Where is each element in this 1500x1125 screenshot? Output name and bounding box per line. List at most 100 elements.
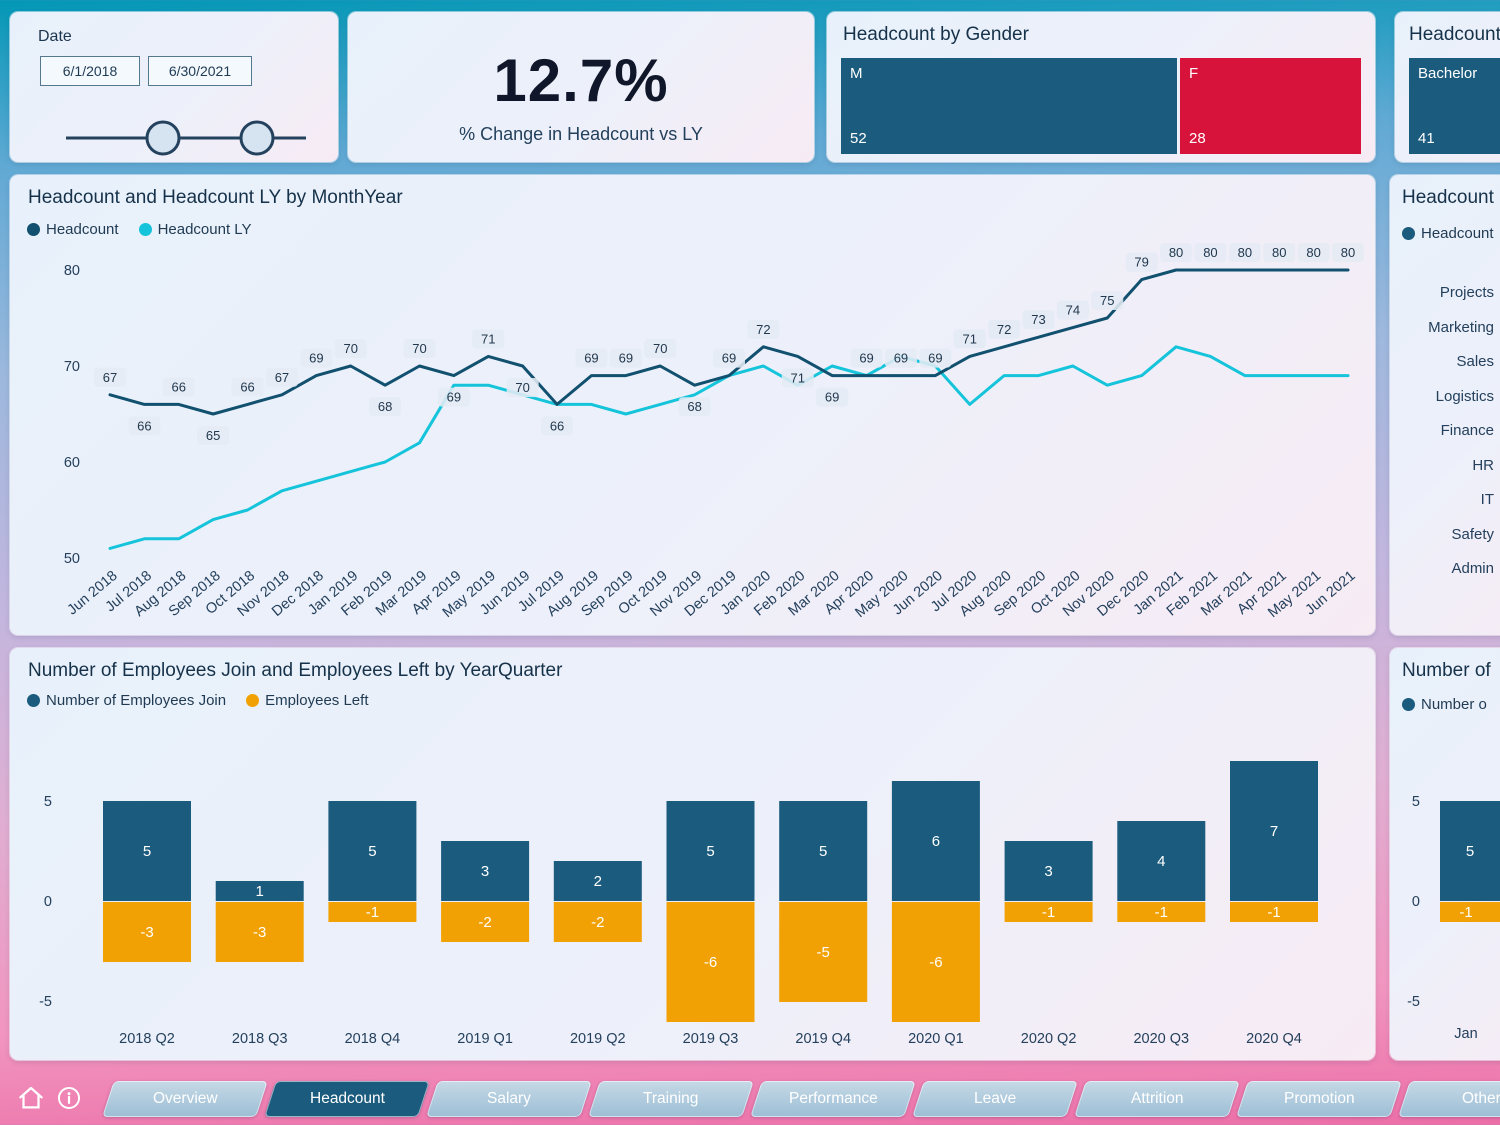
dept-label-it[interactable]: IT [1480, 491, 1494, 508]
join-bar[interactable] [103, 801, 191, 901]
mini-legend: Number o [1402, 696, 1487, 713]
svg-text:6: 6 [932, 833, 940, 850]
segment-bachelor[interactable]: Bachelor 41 [1409, 58, 1500, 154]
tab-salary[interactable]: Salary [426, 1081, 592, 1117]
svg-text:5: 5 [368, 843, 376, 860]
left-bar[interactable] [103, 902, 191, 962]
legend-join-label: Number of Employees Join [46, 692, 227, 709]
legend-mini-join[interactable]: Number o [1402, 696, 1487, 713]
legend-headcount-ly[interactable]: Headcount LY [138, 221, 252, 238]
legend-headcount[interactable]: Headcount [27, 221, 119, 238]
svg-text:67: 67 [103, 370, 117, 385]
svg-text:74: 74 [1066, 303, 1080, 318]
slider-handle-end[interactable] [239, 120, 275, 156]
headcount-line[interactable] [108, 268, 1350, 416]
dept-label-sales[interactable]: Sales [1456, 353, 1494, 370]
data-label: 80 [1297, 243, 1330, 262]
education-card: Headcount Bachelor 41 [1395, 12, 1500, 162]
left-bar[interactable] [1117, 902, 1206, 922]
svg-text:5: 5 [143, 843, 151, 860]
legend-join[interactable]: Number of Employees Join [27, 692, 226, 709]
join-bar[interactable] [1440, 801, 1500, 901]
left-bar[interactable] [666, 902, 755, 1022]
legend-left[interactable]: Employees Left [246, 692, 368, 709]
join-bar[interactable] [441, 841, 530, 901]
join-bar[interactable] [328, 801, 417, 901]
nav-tabs: Overview Headcount Salary Training Performan… [102, 1081, 1500, 1117]
svg-text:7: 7 [1270, 823, 1278, 840]
dept-label-logistics[interactable]: Logistics [1435, 387, 1494, 405]
tab-leave[interactable]: Leave [912, 1081, 1078, 1117]
info-icon[interactable] [55, 1084, 83, 1112]
svg-text:69: 69 [859, 351, 873, 366]
dept-label-hr[interactable]: HR [1472, 456, 1494, 474]
svg-text:-5: -5 [817, 944, 830, 961]
left-bar[interactable] [779, 902, 868, 1002]
join-bar[interactable] [779, 801, 868, 901]
svg-text:69: 69 [619, 351, 633, 366]
svg-text:5: 5 [44, 794, 52, 810]
segment-m[interactable]: M 52 [841, 58, 1178, 154]
tab-headcount[interactable]: Headcount [264, 1081, 430, 1117]
svg-text:-2: -2 [478, 914, 491, 931]
svg-text:-5: -5 [1407, 994, 1420, 1010]
legend-department-headcount[interactable]: Headcount [1402, 225, 1494, 242]
data-label: 69 [437, 387, 470, 407]
tab-promotion[interactable]: Promotion [1236, 1081, 1402, 1117]
date-start-input[interactable]: 6/1/2018 [40, 56, 140, 86]
svg-text:2020 Q2: 2020 Q2 [1021, 1031, 1077, 1047]
svg-text:Jan: Jan [1454, 1026, 1477, 1042]
tab-label: Leave [973, 1090, 1017, 1107]
data-label: 70 [403, 339, 436, 358]
join-bar[interactable] [1117, 821, 1206, 901]
date-end-input[interactable]: 6/30/2021 [148, 56, 252, 86]
svg-text:70: 70 [343, 341, 357, 356]
tab-attrition[interactable]: Attrition [1074, 1081, 1240, 1117]
tab-performance[interactable]: Performance [750, 1081, 916, 1117]
dept-label-marketing[interactable]: Marketing [1428, 318, 1494, 336]
data-label: 79 [1125, 252, 1158, 272]
left-bar[interactable] [441, 902, 530, 942]
left-bar[interactable] [1230, 902, 1318, 922]
date-range-slider[interactable] [10, 104, 338, 164]
svg-text:70: 70 [515, 380, 529, 395]
join-bar[interactable] [1230, 761, 1318, 901]
data-label: 69 [919, 348, 952, 368]
svg-text:5: 5 [819, 843, 827, 860]
left-bar[interactable] [891, 902, 980, 1022]
join-bar[interactable] [891, 781, 980, 901]
tab-other[interactable]: Other [1398, 1081, 1500, 1117]
date-filter-card: Date 6/1/2018 6/30/2021 [10, 12, 338, 162]
mini-card-title: Number of [1402, 660, 1491, 681]
join-bar[interactable] [553, 861, 642, 901]
dept-label-finance[interactable]: Finance [1440, 422, 1494, 439]
join-bar[interactable] [1004, 841, 1093, 901]
tab-training[interactable]: Training [588, 1081, 754, 1117]
svg-text:69: 69 [584, 351, 598, 366]
dept-label-admin[interactable]: Admin [1451, 560, 1494, 577]
legend-left-dot [246, 694, 260, 707]
left-bar[interactable] [328, 902, 417, 922]
data-label: 68 [369, 397, 402, 417]
left-bar[interactable] [215, 902, 304, 962]
segment-label: F [1189, 65, 1199, 82]
left-bar[interactable] [553, 902, 642, 942]
svg-text:75: 75 [1100, 293, 1114, 308]
dept-label-safety[interactable]: Safety [1451, 525, 1494, 543]
tab-overview[interactable]: Overview [102, 1081, 268, 1117]
join-bar[interactable] [215, 881, 304, 901]
left-bar[interactable] [1004, 902, 1093, 922]
home-icon[interactable] [16, 1083, 46, 1113]
dept-label-projects[interactable]: Projects [1439, 284, 1494, 301]
svg-text:3: 3 [1044, 863, 1052, 880]
svg-text:2: 2 [594, 873, 602, 890]
svg-text:80: 80 [1169, 245, 1183, 260]
svg-text:72: 72 [756, 322, 770, 337]
join-left-title: Number of Employees Join and Employees L… [28, 660, 563, 681]
segment-f[interactable]: F 28 [1180, 58, 1361, 154]
join-bar[interactable] [666, 801, 755, 901]
left-bar[interactable] [1440, 902, 1500, 922]
svg-text:80: 80 [1238, 245, 1252, 260]
svg-text:80: 80 [1272, 245, 1286, 260]
slider-handle-start[interactable] [145, 120, 181, 156]
